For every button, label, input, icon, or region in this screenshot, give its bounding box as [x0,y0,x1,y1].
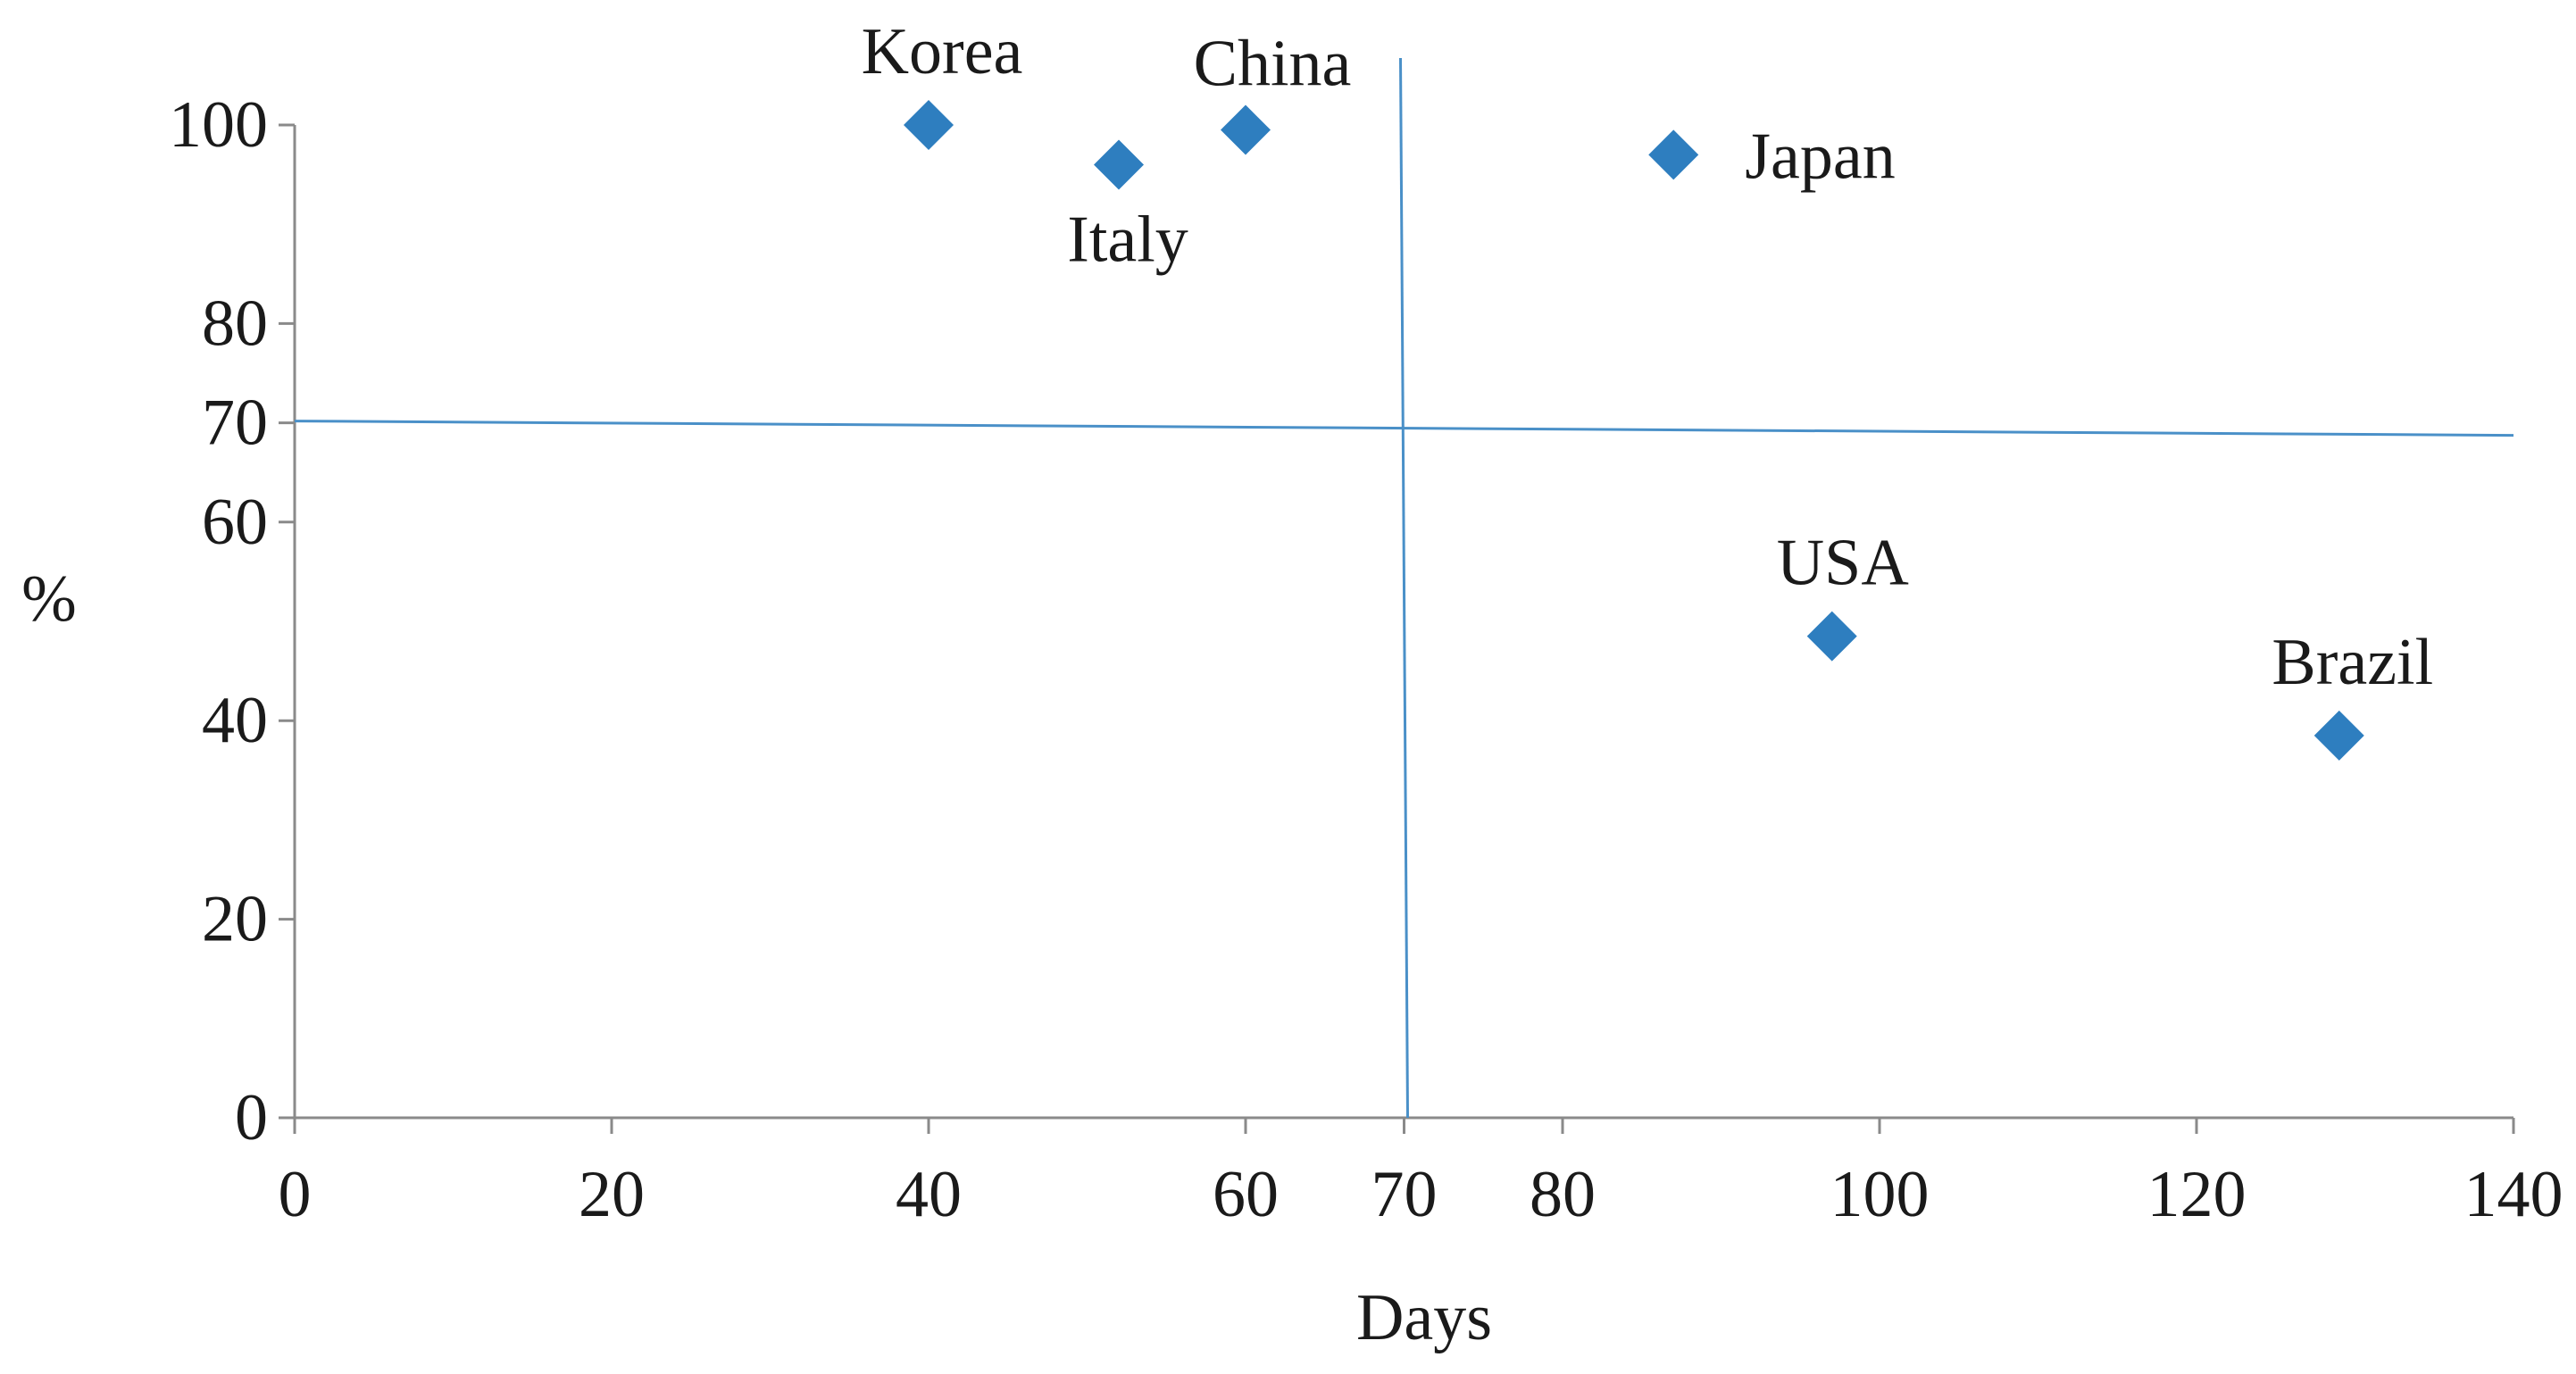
y-axis-title: % [21,562,77,636]
point-label-china: China [1194,28,1352,101]
data-point-japan [1648,129,1699,180]
x-tick-label: 120 [2147,1158,2247,1231]
data-point-usa [1806,611,1857,662]
y-tick-label: 100 [169,88,268,162]
x-axis-title: Days [1356,1281,1492,1354]
horizontal-reference-line [294,420,2514,437]
reference-lines [294,57,2514,1119]
data-point-china [1221,104,1271,155]
point-labels: Korea Italy China Japan USA Brazil [862,15,2434,699]
data-points [904,100,2364,761]
x-tick-label: 70 [1371,1158,1438,1231]
point-label-brazil: Brazil [2272,626,2433,699]
x-tick-label: 40 [896,1158,962,1231]
x-tick-label: 140 [2464,1158,2563,1231]
point-label-italy: Italy [1067,203,1188,276]
data-point-korea [904,100,954,150]
data-point-brazil [2313,710,2364,761]
x-tick-label: 100 [1830,1158,1930,1231]
y-tick-label: 0 [235,1081,268,1154]
x-axis-ticks: 0 20 40 60 70 80 100 120 140 [279,1118,2563,1231]
y-tick-label: 80 [202,287,268,360]
vertical-reference-line [1399,57,1409,1119]
y-tick-label: 60 [202,486,268,559]
y-tick-label: 20 [202,883,268,956]
y-tick-label: 70 [202,387,268,460]
point-label-japan: Japan [1745,120,1896,193]
data-point-italy [1094,139,1144,190]
x-tick-label: 80 [1530,1158,1596,1231]
y-axis-ticks: 0 20 40 60 70 80 100 [169,88,295,1154]
x-tick-label: 0 [279,1158,312,1231]
x-tick-label: 20 [579,1158,645,1231]
point-label-usa: USA [1777,527,1909,600]
point-label-korea: Korea [862,15,1023,88]
x-tick-label: 60 [1213,1158,1279,1231]
y-tick-label: 40 [202,684,268,757]
